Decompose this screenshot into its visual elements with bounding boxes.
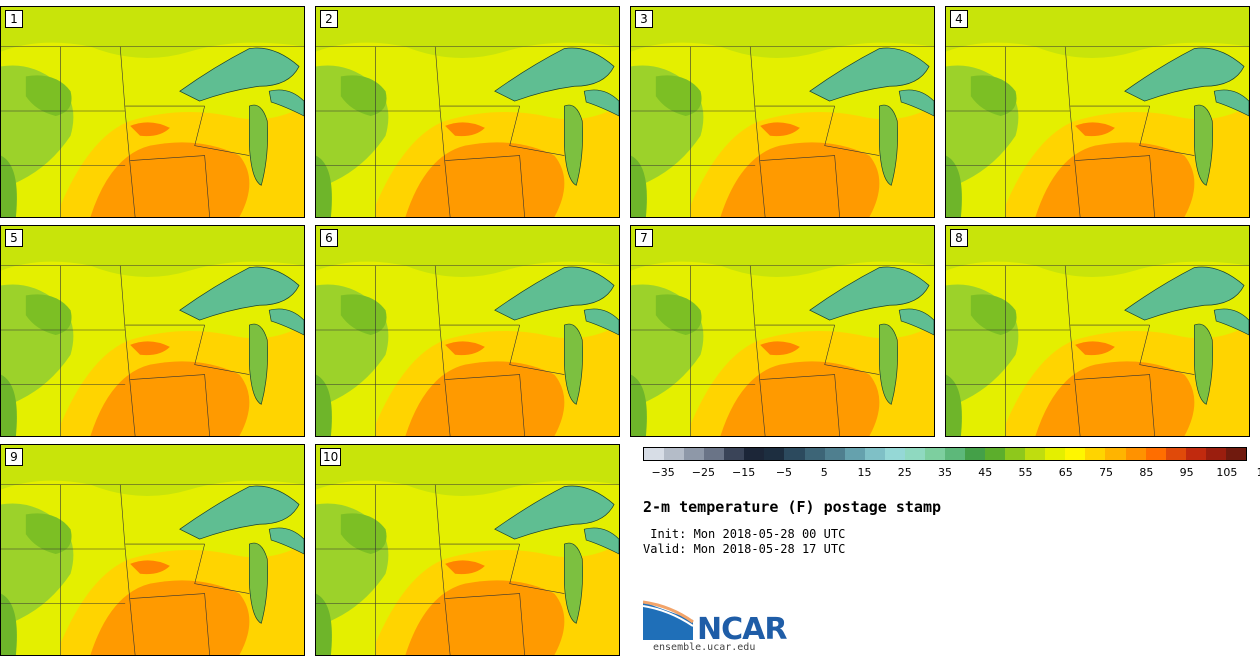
colorbar-swatch (1125, 448, 1146, 460)
colorbar-tick-label: 65 (1058, 466, 1073, 479)
colorbar-swatch (844, 448, 865, 460)
temperature-map (946, 7, 1249, 217)
colorbar-swatch (1205, 448, 1226, 460)
ncar-logo-text: NCAR (697, 612, 787, 647)
temperature-map (946, 226, 1249, 436)
colorbar-tick-label: 105 (1216, 466, 1238, 479)
colorbar-swatch (985, 448, 1006, 460)
colorbar-swatch (1225, 448, 1246, 460)
panel-number-label: 1 (5, 10, 23, 28)
temperature-map (316, 7, 619, 217)
ensemble-member-panel: 2 (315, 6, 620, 218)
panel-number-label: 5 (5, 229, 23, 247)
colorbar-swatch (1065, 448, 1086, 460)
panel-number-label: 7 (635, 229, 653, 247)
colorbar-swatch (1165, 448, 1186, 460)
colorbar-swatch (924, 448, 945, 460)
panel-number-label: 3 (635, 10, 653, 28)
colorbar-swatch (1005, 448, 1026, 460)
valid-time: Valid: Mon 2018-05-28 17 UTC (643, 542, 846, 556)
colorbar-tick-label: 115 (1257, 466, 1260, 479)
colorbar-swatch (724, 448, 745, 460)
colorbar-swatch (1045, 448, 1066, 460)
figure-title: 2-m temperature (F) postage stamp (643, 498, 942, 516)
ensemble-member-panel: 3 (630, 6, 935, 218)
colorbar-swatch (1025, 448, 1046, 460)
colorbar-tick-label: −5 (775, 466, 793, 479)
ensemble-member-panel: 4 (945, 6, 1250, 218)
ensemble-member-panel: 9 (0, 444, 305, 656)
panel-number-label: 8 (950, 229, 968, 247)
temperature-map (1, 226, 304, 436)
panel-number-label: 9 (5, 448, 23, 466)
panel-number-label: 2 (320, 10, 338, 28)
temperature-colorbar (643, 447, 1247, 461)
colorbar-swatch (944, 448, 965, 460)
colorbar-tick-label: 5 (820, 466, 828, 479)
temperature-map (316, 226, 619, 436)
ensemble-member-panel: 7 (630, 225, 935, 437)
ensemble-member-panel: 5 (0, 225, 305, 437)
colorbar-tick-label: −25 (691, 466, 715, 479)
temperature-map (631, 226, 934, 436)
colorbar-swatch (744, 448, 765, 460)
init-time: Init: Mon 2018-05-28 00 UTC (643, 527, 846, 541)
colorbar-tick-label: 25 (897, 466, 912, 479)
ncar-logo-icon (643, 600, 694, 640)
colorbar-tick-label: −35 (651, 466, 675, 479)
colorbar-tick-label: 85 (1139, 466, 1154, 479)
colorbar-swatch (824, 448, 845, 460)
temperature-map (316, 445, 619, 655)
colorbar-swatch (864, 448, 885, 460)
colorbar-swatch (1185, 448, 1206, 460)
panel-number-label: 6 (320, 229, 338, 247)
panel-number-label: 4 (950, 10, 968, 28)
colorbar-tick-label: −15 (732, 466, 756, 479)
colorbar-swatch (644, 448, 665, 460)
temperature-map (1, 7, 304, 217)
colorbar-swatch (704, 448, 725, 460)
colorbar-swatch (804, 448, 825, 460)
colorbar-swatch (1145, 448, 1166, 460)
colorbar-swatch (884, 448, 905, 460)
colorbar-swatch (784, 448, 805, 460)
site-url: ensemble.ucar.edu (653, 642, 756, 653)
ensemble-member-panel: 10 (315, 444, 620, 656)
colorbar-swatch (904, 448, 925, 460)
colorbar-tick-labels: −35 −25 −15 −5 5 15 25 35 45 55 65 75 85 95 105 115 (643, 466, 1260, 480)
colorbar-swatch (965, 448, 986, 460)
temperature-map (631, 7, 934, 217)
colorbar-swatch (664, 448, 685, 460)
colorbar-swatch (1105, 448, 1126, 460)
temperature-map (1, 445, 304, 655)
ensemble-member-panel: 6 (315, 225, 620, 437)
colorbar-swatch (1085, 448, 1106, 460)
colorbar-swatch (764, 448, 785, 460)
ensemble-member-panel: 1 (0, 6, 305, 218)
colorbar-swatch (684, 448, 705, 460)
colorbar-tick-label: 95 (1179, 466, 1194, 479)
colorbar-tick-label: 15 (857, 466, 872, 479)
ensemble-member-panel: 8 (945, 225, 1250, 437)
panel-number-label: 10 (320, 448, 342, 466)
colorbar-tick-label: 75 (1099, 466, 1114, 479)
colorbar-tick-label: 55 (1018, 466, 1033, 479)
colorbar-tick-label: 45 (978, 466, 993, 479)
colorbar-tick-label: 35 (938, 466, 952, 479)
